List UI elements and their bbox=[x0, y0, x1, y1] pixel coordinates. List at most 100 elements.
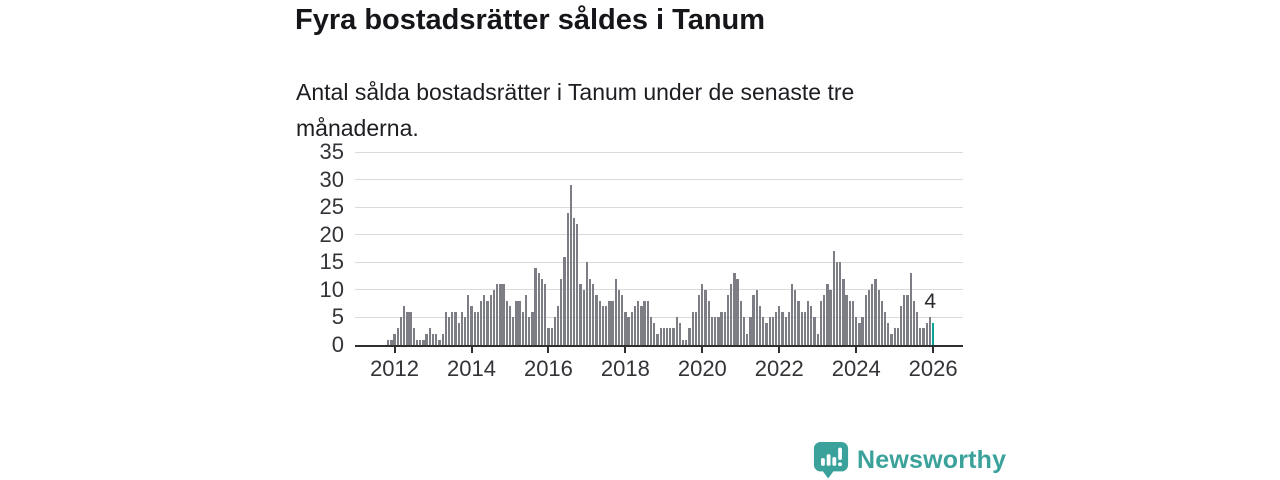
axis-tick bbox=[470, 347, 473, 353]
newsworthy-logo-icon bbox=[813, 441, 849, 479]
bar bbox=[659, 328, 662, 345]
bar bbox=[621, 295, 624, 345]
bar bbox=[685, 339, 688, 345]
brand-wordmark: Newsworthy bbox=[857, 445, 1007, 474]
x-tick-label: 2016 bbox=[523, 356, 573, 381]
bar bbox=[544, 284, 547, 345]
bar bbox=[688, 328, 691, 345]
bar bbox=[572, 218, 576, 345]
bar bbox=[855, 317, 858, 345]
bar bbox=[431, 333, 435, 345]
bar bbox=[470, 306, 473, 345]
bar bbox=[784, 317, 787, 345]
bar bbox=[810, 306, 813, 345]
bar bbox=[451, 311, 454, 345]
highlighted-bar bbox=[932, 322, 935, 345]
y-tick-label: 20 bbox=[319, 221, 344, 247]
bar bbox=[794, 289, 797, 345]
bar bbox=[730, 284, 733, 345]
bar bbox=[691, 311, 694, 345]
bar bbox=[637, 300, 640, 345]
brand-footer: Newsworthy bbox=[812, 441, 1006, 479]
bar bbox=[922, 328, 925, 345]
bar bbox=[553, 317, 556, 345]
bar bbox=[441, 333, 444, 345]
y-tick-label: 15 bbox=[319, 249, 344, 275]
bar bbox=[643, 300, 646, 345]
bar bbox=[925, 322, 928, 345]
bar bbox=[787, 311, 791, 345]
bar bbox=[463, 317, 467, 345]
bar bbox=[726, 295, 730, 345]
bar bbox=[537, 273, 540, 345]
gridline bbox=[355, 206, 963, 208]
bar bbox=[707, 300, 710, 345]
bar bbox=[550, 328, 553, 345]
y-tick-label: 0 bbox=[331, 332, 344, 357]
bar bbox=[438, 339, 441, 345]
bar bbox=[579, 284, 582, 345]
bar bbox=[512, 317, 515, 345]
bar bbox=[566, 212, 569, 345]
bar bbox=[444, 311, 447, 345]
bar bbox=[640, 306, 643, 345]
bar bbox=[415, 339, 419, 345]
bar bbox=[390, 339, 393, 345]
bar bbox=[906, 295, 909, 345]
bar bbox=[502, 284, 505, 345]
bar bbox=[576, 223, 579, 345]
bar bbox=[739, 300, 742, 345]
bar bbox=[819, 300, 823, 345]
bar bbox=[556, 306, 560, 345]
bar bbox=[848, 300, 851, 345]
bar bbox=[813, 317, 816, 345]
bar bbox=[614, 278, 617, 345]
bar bbox=[887, 322, 890, 345]
bar bbox=[723, 311, 726, 345]
bar bbox=[595, 295, 598, 345]
bar bbox=[928, 317, 932, 345]
bar bbox=[797, 300, 800, 345]
y-tick-label: 5 bbox=[331, 304, 344, 330]
bar bbox=[508, 306, 512, 345]
bar bbox=[867, 289, 871, 345]
bar bbox=[829, 289, 832, 345]
axis-tick bbox=[393, 347, 396, 353]
bar bbox=[627, 317, 630, 345]
bar bbox=[861, 317, 864, 345]
bar bbox=[531, 311, 534, 345]
bar bbox=[633, 306, 637, 345]
bar bbox=[646, 300, 649, 345]
x-tick-label: 2026 bbox=[908, 356, 958, 381]
bar bbox=[880, 300, 884, 345]
bar bbox=[486, 300, 489, 345]
bar bbox=[851, 300, 855, 345]
y-tick-label: 30 bbox=[319, 166, 344, 192]
gridline bbox=[355, 151, 963, 153]
bar bbox=[774, 311, 778, 345]
bar bbox=[771, 317, 775, 345]
bar bbox=[412, 328, 415, 345]
bar bbox=[816, 333, 819, 345]
x-tick-label: 2020 bbox=[677, 356, 727, 381]
bar bbox=[806, 300, 810, 345]
bar bbox=[845, 295, 848, 345]
bar bbox=[768, 317, 771, 345]
bar bbox=[672, 328, 675, 345]
bar bbox=[749, 317, 752, 345]
bar bbox=[883, 311, 887, 345]
bar bbox=[832, 251, 835, 345]
bar bbox=[823, 295, 826, 345]
bar bbox=[717, 317, 720, 345]
bar bbox=[839, 262, 842, 345]
bar bbox=[858, 322, 861, 345]
gridline bbox=[355, 289, 963, 291]
bar bbox=[489, 295, 492, 345]
bar bbox=[617, 289, 621, 345]
bar bbox=[483, 295, 486, 345]
bar bbox=[563, 256, 566, 345]
bar bbox=[649, 317, 653, 345]
bar bbox=[893, 328, 896, 345]
bar bbox=[800, 311, 803, 345]
bar bbox=[762, 317, 765, 345]
